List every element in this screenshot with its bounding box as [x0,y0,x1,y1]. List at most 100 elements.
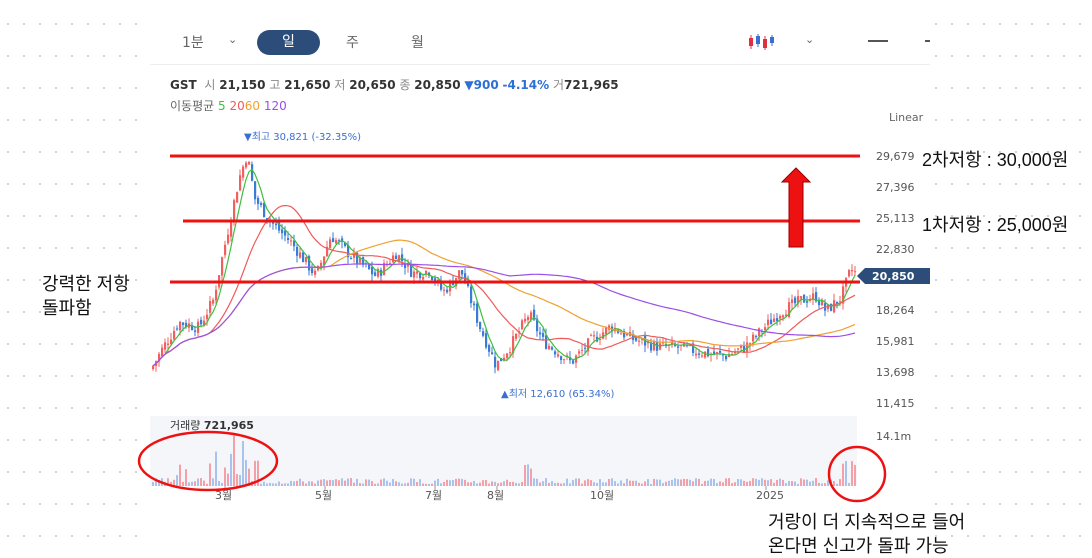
low-label: 저 [334,78,346,92]
volume-bar [173,479,175,486]
scale-mode-toggle[interactable]: Linear [889,111,924,124]
candle-body [167,343,170,345]
volume-bar [839,479,841,486]
x-tick-label: 7월 [425,489,442,502]
candlestick-icon[interactable] [748,33,778,51]
candle-body [242,166,245,178]
volume-bar [449,480,451,486]
volume-bar [320,479,322,486]
volume-bar [224,467,226,486]
volume-bar [467,482,469,486]
volume-highlight-left [137,430,279,492]
candle-body [344,242,347,247]
candle-body [716,352,719,354]
y-tick-label: 29,679 [876,150,915,163]
candle-body [383,263,386,276]
candle-body [308,256,311,271]
x-tick-label: 2025 [756,489,784,502]
candle-body [548,345,551,350]
candle-body [434,278,437,283]
volume-bar [851,461,853,486]
candle-body [773,318,776,322]
x-tick-label: 5월 [315,489,332,502]
candle-body [212,299,215,304]
candle-body [278,222,281,231]
volume-bar [677,479,679,486]
interval-month-button[interactable]: 월 [411,35,424,51]
more-tool-icon[interactable] [925,40,930,42]
candle-body [164,342,167,350]
candle-body [788,302,791,317]
volume-bar [848,482,850,486]
candle-body [287,237,290,240]
candle-body [749,343,752,345]
candle-body [830,303,833,311]
volume-bar [521,481,523,486]
ticker-name: GST [170,78,197,92]
volume-bar [155,478,157,486]
volume-bar [431,483,433,486]
candle-body [473,303,476,306]
candle-body [206,314,209,320]
candle-body [392,255,395,263]
volume-bar [590,480,592,486]
chevron-down-icon[interactable]: ⌄ [228,33,238,46]
volume-bar [308,481,310,486]
volume-bar [452,480,454,486]
volume-bar [818,482,820,486]
volume-bar [158,480,160,486]
interval-week-button[interactable]: 주 [346,35,359,51]
volume-bar [602,482,604,486]
high-label: 고 [269,78,281,92]
volume-bar [542,481,544,486]
candle-body [182,322,185,325]
candle-body [764,327,767,330]
volume-bar [170,481,172,486]
candle-body [311,268,314,274]
volume-bar [458,478,460,486]
volume-bar [485,479,487,486]
y-tick-label: 11,415 [876,397,915,410]
candle-body [416,271,419,274]
volume-bar [263,481,265,486]
volume-bar [479,482,481,486]
volume-bar [374,483,376,486]
volume-bar [389,482,391,486]
line-tool-icon[interactable] [868,40,888,42]
volume-bar [269,482,271,486]
low-marker-label: ▲최저 12,610 (65.34%) [501,388,614,400]
interval-day-button[interactable]: 일 [257,30,320,55]
volume-bar [827,480,829,486]
candle-body [395,255,398,260]
volume-bar [293,481,295,486]
volume-bar [536,478,538,486]
candle-body [377,269,380,277]
volume-bar [707,480,709,486]
candle-body [695,353,698,356]
candle-body [527,317,530,321]
volume-bar [737,478,739,486]
volume-bar [203,480,205,486]
volume-bar [515,482,517,486]
candle-body [734,351,737,354]
candle-body [662,342,665,344]
volume-bar [506,479,508,486]
volume-bar [470,482,472,486]
volume-bar [773,482,775,486]
candle-body [302,252,305,263]
volume-bar [587,479,589,486]
candle-body [353,253,356,258]
volume-bar [512,481,514,486]
candle-body [638,340,641,342]
low-value: 20,650 [349,78,396,92]
volume-bar [770,479,772,486]
candle-body [584,347,587,349]
chart-type-chevron-icon[interactable]: ⌄ [805,33,815,46]
candle-body [314,270,317,275]
candle-body [266,218,269,221]
volume-bar [725,478,727,486]
volume-bar [689,479,691,486]
interval-minute-button[interactable]: 1분 [182,32,204,52]
volume-title-value: 721,965 [204,419,254,432]
